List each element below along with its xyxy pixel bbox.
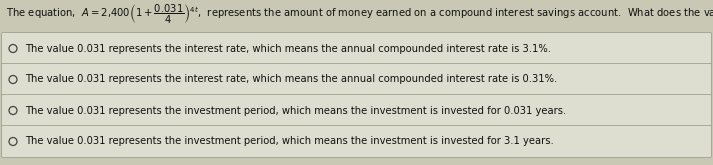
- Text: The value 0.031 represents the investment period, which means the investment is : The value 0.031 represents the investmen…: [25, 136, 554, 147]
- FancyBboxPatch shape: [1, 64, 712, 96]
- Text: The value 0.031 represents the interest rate, which means the annual compounded : The value 0.031 represents the interest …: [25, 44, 551, 53]
- Text: The value 0.031 represents the investment period, which means the investment is : The value 0.031 represents the investmen…: [25, 105, 566, 116]
- FancyBboxPatch shape: [1, 126, 712, 158]
- FancyBboxPatch shape: [1, 33, 712, 65]
- Text: The equation,  $A = 2{,}400\left(1+\dfrac{0.031}{4}\right)^{4t}$,  represents th: The equation, $A = 2{,}400\left(1+\dfrac…: [6, 2, 713, 26]
- FancyBboxPatch shape: [1, 95, 712, 127]
- Text: The value 0.031 represents the interest rate, which means the annual compounded : The value 0.031 represents the interest …: [25, 75, 558, 84]
